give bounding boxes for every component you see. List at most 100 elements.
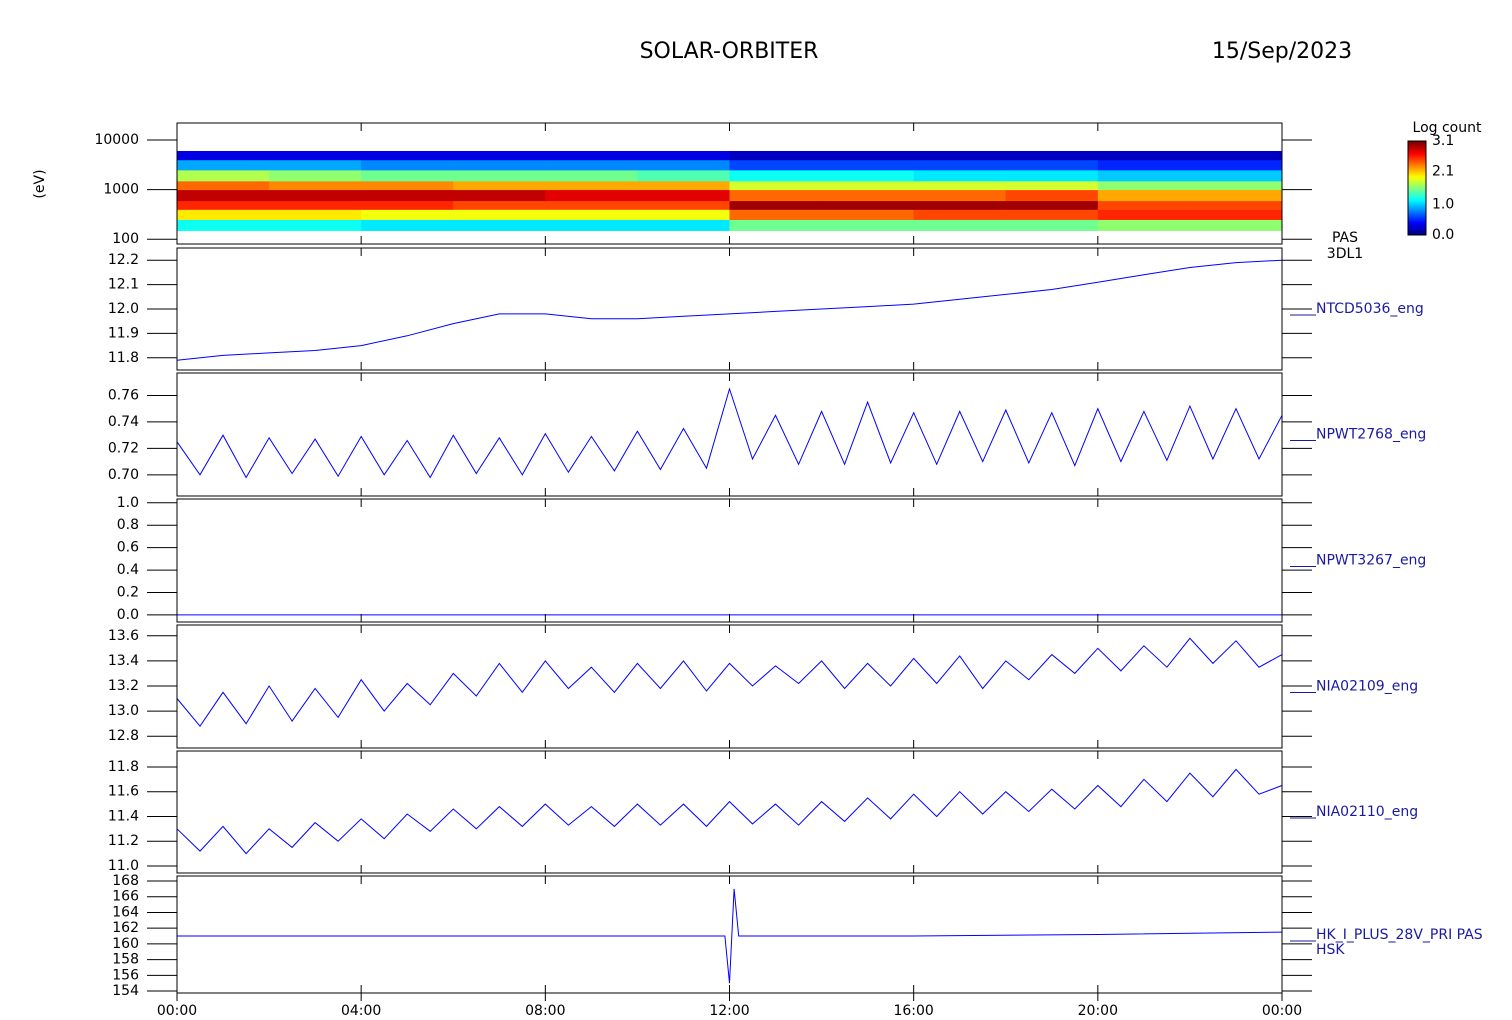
x-tick-label: 08:00 xyxy=(525,1003,565,1019)
y-tick-label: 11.2 xyxy=(108,833,139,849)
heatmap-cell xyxy=(637,180,730,191)
y-tick-label: 12.1 xyxy=(108,277,139,293)
y-tick-label: 11.6 xyxy=(108,784,139,800)
heatmap-cell xyxy=(1189,180,1283,191)
colorbar-swatch xyxy=(1408,167,1426,170)
heatmap-cell xyxy=(269,219,362,231)
y-tick-label: 0.6 xyxy=(117,540,139,556)
y-tick-label: 11.8 xyxy=(108,350,139,366)
x-tick-label: 00:00 xyxy=(157,1003,197,1019)
colorbar-swatch xyxy=(1408,187,1426,190)
colorbar-swatch xyxy=(1408,185,1426,188)
heatmap-cell xyxy=(361,169,454,182)
heatmap-cell xyxy=(1097,169,1191,182)
heatmap-cell xyxy=(1097,209,1191,220)
heatmap-cell xyxy=(361,150,454,161)
colorbar-swatch xyxy=(1408,191,1426,194)
x-tick-label: 16:00 xyxy=(893,1003,933,1019)
colorbar-tick-label: 1.0 xyxy=(1432,197,1454,213)
heatmap-cell xyxy=(637,200,730,210)
heatmap-cell xyxy=(1189,219,1283,231)
colorbar-swatch xyxy=(1408,143,1426,146)
colorbar-swatch xyxy=(1408,233,1426,236)
y-tick-label: 154 xyxy=(112,983,139,999)
colorbar-swatch xyxy=(1408,151,1426,154)
heatmap-cell xyxy=(1189,159,1283,171)
heatmap-cell xyxy=(361,180,454,191)
heatmap-cell xyxy=(637,150,730,161)
y-tick-label: 12.2 xyxy=(108,252,139,268)
heatmap-cell xyxy=(453,219,546,231)
y-tick-label: 0.74 xyxy=(108,414,139,430)
heatmap-cell xyxy=(545,150,638,161)
heatmap-cell xyxy=(177,209,270,220)
heatmap-cell xyxy=(1189,209,1283,220)
heatmap-cell xyxy=(1005,180,1099,191)
y-tick-label: 11.9 xyxy=(108,325,139,341)
colorbar-swatch xyxy=(1408,169,1426,172)
heatmap-cell xyxy=(269,169,362,182)
heatmap-cell xyxy=(1005,169,1099,182)
plot-frame xyxy=(176,750,1283,874)
colorbar-swatch xyxy=(1408,207,1426,210)
heatmap-cell xyxy=(1189,169,1283,182)
heatmap-cell xyxy=(269,150,362,161)
y-tick-label: 0.4 xyxy=(117,562,139,578)
heatmap-cell xyxy=(545,180,638,191)
panel-label: HSK xyxy=(1316,942,1345,958)
colorbar-swatch xyxy=(1408,225,1426,228)
colorbar-label: Log count xyxy=(1413,120,1482,136)
colorbar-swatch xyxy=(1408,177,1426,180)
heatmap-cell xyxy=(1097,180,1191,191)
heatmap-cell xyxy=(1097,150,1191,161)
heatmap-cell xyxy=(1005,200,1099,210)
panel-label: NPWT3267_eng xyxy=(1316,553,1426,569)
y-tick-label: 13.4 xyxy=(108,653,139,669)
colorbar-swatch xyxy=(1408,201,1426,204)
heatmap-cell xyxy=(177,189,270,202)
heatmap-cell xyxy=(729,219,823,231)
colorbar-swatch xyxy=(1408,221,1426,224)
heatmap-cell xyxy=(637,219,730,231)
plot-frame xyxy=(176,372,1283,497)
y-tick-label: 162 xyxy=(112,920,139,936)
colorbar-swatch xyxy=(1408,197,1426,200)
colorbar-swatch xyxy=(1408,165,1426,168)
heatmap-cell xyxy=(729,180,823,191)
y-tick-label: 0.76 xyxy=(108,387,139,403)
colorbar-swatch xyxy=(1408,223,1426,226)
heatmap-cell xyxy=(1005,159,1099,171)
heatmap-cell xyxy=(361,189,454,202)
heatmap-cell xyxy=(361,209,454,220)
x-tick-label: 00:00 xyxy=(1262,1003,1302,1019)
heatmap-cell xyxy=(269,159,362,171)
colorbar-swatch xyxy=(1408,159,1426,162)
colorbar-swatch xyxy=(1408,149,1426,152)
heatmap-cell xyxy=(913,169,1007,182)
heatmap-cell xyxy=(269,209,362,220)
data-line xyxy=(176,637,1283,728)
heatmap-cell xyxy=(1097,159,1191,171)
heatmap-cell xyxy=(1189,150,1283,161)
colorbar-swatch xyxy=(1408,171,1426,174)
colorbar-swatch xyxy=(1408,213,1426,216)
heatmap-cell xyxy=(545,209,638,220)
heatmap-cell xyxy=(453,200,546,210)
data-line xyxy=(177,888,1283,984)
heatmap-cell xyxy=(637,189,730,202)
heatmap-cell xyxy=(821,159,915,171)
heatmap-cell xyxy=(729,150,823,161)
heatmap-cell xyxy=(1097,189,1191,202)
y-tick-label: 12.8 xyxy=(108,728,139,744)
colorbar-swatch xyxy=(1408,199,1426,202)
y-tick-label: 0.0 xyxy=(117,607,139,623)
heatmap-cell xyxy=(913,150,1007,161)
y-tick-label: 10000 xyxy=(94,132,139,148)
heatmap-cell xyxy=(269,180,362,191)
heatmap-cell xyxy=(177,219,270,231)
heatmap-cell xyxy=(1189,189,1283,202)
heatmap-cell xyxy=(913,180,1007,191)
y-tick-label: 11.4 xyxy=(108,808,139,824)
heatmap-cell xyxy=(269,189,362,202)
